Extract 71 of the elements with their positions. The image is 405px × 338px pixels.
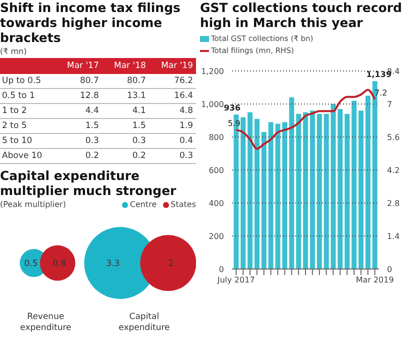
data-label: 1.9 (178, 120, 194, 133)
x-tick-label: Mar '18 (113, 60, 147, 73)
text: (Peak multiplier) (0, 200, 66, 209)
data-label: 0.3 (178, 150, 194, 163)
chart-subtitle: (₹ mn) (0, 47, 28, 56)
data-label: 80.7 (78, 75, 100, 88)
data-label: 13.1 (126, 90, 147, 103)
chart-title: GST collections touch record high in March this year (200, 0, 404, 30)
bar (303, 112, 308, 269)
data-label: 0.4 (178, 135, 194, 148)
bar (310, 110, 315, 269)
data-label: 16.4 (173, 90, 194, 103)
data-label: 80.7 (126, 75, 147, 88)
y-tick-label: 5 to 10 (1, 135, 34, 148)
x-tick-label: Mar '19 (160, 60, 194, 73)
y2-tick-label: 1.4 (387, 232, 400, 241)
data-label: 2 (168, 259, 174, 269)
bar (316, 114, 322, 269)
y-tick-label: 0 (218, 264, 224, 274)
legend-label: Centre (128, 200, 157, 209)
x-tick-label: July 2017 (216, 276, 255, 285)
y-tick-label: Up to 0.5 (1, 75, 42, 88)
data-label: 0.2 (131, 150, 147, 163)
data-label: 0.3 (131, 135, 147, 148)
chart-title: Shift in income tax filings towards higher income brackets (0, 0, 182, 45)
data-label: 76.2 (173, 75, 194, 88)
data-label: 4.4 (84, 105, 100, 118)
data-label: 0.2 (84, 150, 100, 163)
y2-tick-label: 5.6 (387, 132, 400, 142)
data-label: 1.5 (131, 120, 147, 133)
y-tick-label: Above 10 (1, 150, 44, 163)
bar (289, 97, 294, 269)
y-tick-label: 600 (208, 166, 224, 175)
data-label: 1.5 (84, 120, 100, 133)
bar (352, 100, 357, 269)
bar (296, 114, 302, 269)
bar (240, 117, 246, 269)
data-label: 3.3 (106, 259, 120, 269)
data-label: 0.3 (84, 135, 100, 148)
y2-tick-label: 4.2 (387, 166, 400, 175)
bar (261, 132, 266, 269)
data-label: 0.8 (52, 259, 66, 269)
data-label: 0.5 (24, 259, 38, 269)
y-tick-label: 1,200 (201, 66, 224, 76)
bar (324, 114, 329, 269)
bar (358, 110, 364, 269)
y-tick-label: 0.5 to 1 (1, 90, 36, 103)
bar (254, 118, 260, 269)
bar (344, 114, 350, 269)
y2-tick-label: 0 (387, 264, 392, 274)
data-label: 4.8 (178, 105, 194, 118)
bar (268, 122, 274, 269)
data-label: 12.8 (78, 90, 100, 103)
bar (248, 112, 253, 269)
bar (365, 96, 370, 269)
y-tick-label: 2 to 5 (1, 120, 28, 133)
data-label: 4.1 (131, 105, 147, 118)
category-label: Revenue expenditure (20, 312, 72, 333)
legend-label: States (170, 200, 196, 209)
y2-tick-label: 2.8 (387, 198, 400, 208)
data-label: 936 (224, 104, 241, 113)
y-tick-label: 200 (208, 232, 224, 241)
y-tick-label: 400 (208, 198, 224, 208)
y-tick-label: 800 (208, 132, 224, 142)
x-tick-label: Mar '17 (66, 60, 100, 73)
category-label: Capital expenditure (118, 312, 170, 333)
x-tick-label: Mar 2019 (356, 276, 394, 285)
y2-tick-label: 7 (387, 100, 392, 109)
text: Capital expenditure multiplier much stronger (0, 168, 178, 198)
y-tick-label: 1 to 2 (1, 105, 28, 118)
y-tick-label: 1,000 (201, 100, 224, 109)
